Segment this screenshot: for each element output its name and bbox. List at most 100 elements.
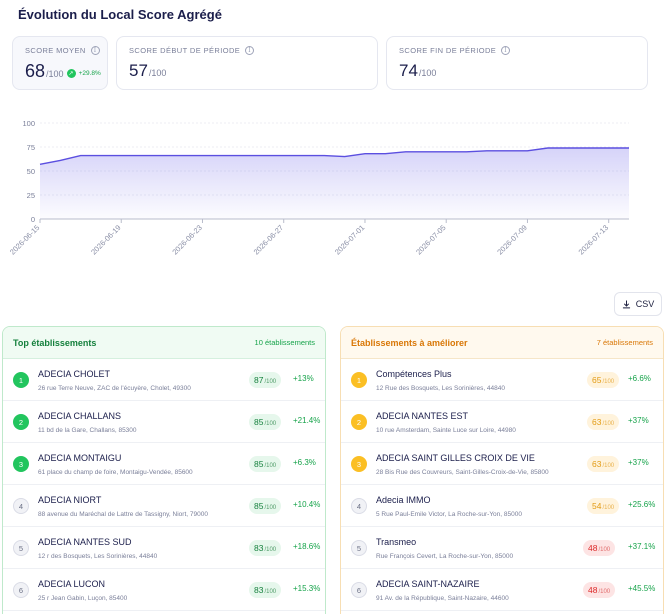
establishment-name: Transmeo <box>376 537 417 547</box>
establishment-row[interactable]: 4 Adecia IMMO 5 Rue Paul-Emile Victor, La … <box>341 485 663 527</box>
score-delta: +10.4% <box>293 500 321 509</box>
chart-line-series <box>39 147 629 165</box>
score-value: 85 <box>254 459 264 469</box>
establishment-row[interactable]: 6 ADECIA SAINT-NAZAIRE 91 Av. de la Républ… <box>341 569 663 611</box>
score-badge: 63/100 <box>587 456 620 472</box>
score-denominator: /100 <box>264 421 277 427</box>
score-delta: +6.6% <box>628 374 651 383</box>
establishment-address: 88 avenue du Maréchal de Lattre de Tassi… <box>38 511 208 518</box>
score-evolution-chart: 0 25 50 75 100 2026-06-15 2026-06-19 2026-06-2… <box>8 119 629 257</box>
y-tick-label: 0 <box>31 215 35 224</box>
info-icon[interactable]: i <box>245 46 255 55</box>
establishment-row[interactable]: 5 Transmeo Rue François Cevert, La Roche-s… <box>341 527 663 569</box>
score-delta: +13% <box>293 374 314 383</box>
x-tick-label: 2026-07-01 <box>333 223 366 256</box>
rank-badge: 1 <box>13 372 29 388</box>
y-tick-label: 75 <box>27 143 35 152</box>
kpi-denominator: /100 <box>46 69 64 79</box>
establishment-row[interactable]: 2 ADECIA CHALLANS 11 bd de la Gare, Challa… <box>3 401 325 443</box>
score-badge: 83/100 <box>249 540 282 556</box>
establishment-name: ADECIA CHALLANS <box>38 411 122 421</box>
y-tick-label: 50 <box>27 167 35 176</box>
score-badge: 54/100 <box>587 498 620 514</box>
chart-y-axis: 0 25 50 75 100 <box>22 119 35 224</box>
establishment-address: 91 Av. de la République, Saint-Nazaire, … <box>376 595 509 602</box>
top-establishments-panel: Top établissements 10 établissements 1 AD… <box>2 326 326 614</box>
rank-badge: 6 <box>351 582 367 598</box>
score-value: 87 <box>254 375 264 385</box>
establishment-address: 26 rue Terre Neuve, ZAC de l'écuyère, Ch… <box>38 385 191 392</box>
score-badge: 48/100 <box>583 582 616 598</box>
score-denominator: /100 <box>264 547 277 553</box>
score-value: 63 <box>592 417 602 427</box>
score-value: 85 <box>254 417 264 427</box>
establishment-address: 28 Bis Rue des Couvreurs, Saint-Gilles-C… <box>376 469 549 476</box>
score-delta: +6.3% <box>293 458 316 467</box>
x-tick-label: 2026-06-15 <box>8 223 41 256</box>
establishment-address: 5 Rue Paul-Emile Victor, La Roche-sur-Yo… <box>376 511 522 518</box>
page-title: Évolution du Local Score Agrégé <box>18 7 222 22</box>
csv-export-button[interactable]: CSV <box>614 292 662 316</box>
kpi-label: SCORE MOYEN <box>25 46 86 55</box>
score-delta: +37% <box>628 458 649 467</box>
score-value: 85 <box>254 501 264 511</box>
score-denominator: /100 <box>264 463 277 469</box>
score-badge: 83/100 <box>249 582 282 598</box>
csv-button-label: CSV <box>635 299 655 309</box>
score-badge: 63/100 <box>587 414 620 430</box>
panel-title: Établissements à améliorer <box>351 337 468 348</box>
establishment-row[interactable]: 2 ADECIA NANTES EST 10 rue Amsterdam, Sain… <box>341 401 663 443</box>
score-delta: +25.6% <box>628 500 656 509</box>
score-delta: +21.4% <box>293 416 321 425</box>
score-badge: 65/100 <box>587 372 620 388</box>
rank-badge: 4 <box>351 498 367 514</box>
kpi-card-start: SCORE DÉBUT DE PÉRIODE i 57 /100 <box>116 36 378 90</box>
establishment-address: Rue François Cevert, La Roche-sur-Yon, 8… <box>376 553 514 560</box>
download-icon <box>622 299 630 308</box>
establishment-row[interactable]: 1 Compétences Plus 12 Rue des Bosquets, Le… <box>341 359 663 401</box>
rank-badge: 3 <box>351 456 367 472</box>
establishment-address: 25 r Jean Gabin, Luçon, 85400 <box>38 595 128 602</box>
kpi-card-end: SCORE FIN DE PÉRIODE i 74 /100 <box>386 36 648 90</box>
score-badge: 85/100 <box>249 498 282 514</box>
panel-title: Top établissements <box>13 337 97 348</box>
rank-badge: 4 <box>13 498 29 514</box>
score-value: 54 <box>592 501 602 511</box>
x-tick-label: 2026-06-23 <box>170 223 203 256</box>
score-value: 65 <box>592 375 602 385</box>
kpi-value: 68 <box>25 61 46 81</box>
establishment-name: ADECIA SAINT GILLES CROIX DE VIE <box>376 453 535 463</box>
x-tick-label: 2026-07-05 <box>414 223 447 256</box>
establishment-name: ADECIA SAINT-NAZAIRE <box>376 579 480 589</box>
info-icon[interactable]: i <box>90 46 100 55</box>
score-delta: +37% <box>628 416 649 425</box>
score-delta: +15.3% <box>293 584 321 593</box>
establishment-row[interactable]: 5 ADECIA NANTES SUD 12 r des Bosquets, Les… <box>3 527 325 569</box>
improve-establishments-panel: Établissements à améliorer 7 établisseme… <box>340 326 664 614</box>
score-delta: +45.5% <box>628 584 656 593</box>
score-denominator: /100 <box>598 589 611 595</box>
establishment-name: ADECIA CHOLET <box>38 369 111 379</box>
info-icon[interactable]: i <box>501 46 511 55</box>
y-tick-label: 100 <box>22 119 35 128</box>
kpi-trend: +29.8% <box>78 70 101 77</box>
y-tick-label: 25 <box>27 191 35 200</box>
establishment-row[interactable]: 3 ADECIA SAINT GILLES CROIX DE VIE 28 Bis … <box>341 443 663 485</box>
kpi-denominator: /100 <box>148 68 167 78</box>
chart-x-axis: 2026-06-15 2026-06-19 2026-06-23 2026-06-27… <box>8 218 629 257</box>
establishment-name: ADECIA NIORT <box>38 495 102 505</box>
rank-badge: 1 <box>351 372 367 388</box>
panel-count: 7 établissements <box>596 338 653 347</box>
x-tick-label: 2026-06-19 <box>89 223 122 256</box>
establishment-row[interactable]: 3 ADECIA MONTAIGU 61 place du champ de foi… <box>3 443 325 485</box>
establishment-row[interactable]: 6 ADECIA LUCON 25 r Jean Gabin, Luçon, 854… <box>3 569 325 611</box>
score-denominator: /100 <box>264 379 277 385</box>
establishment-row[interactable]: 1 ADECIA CHOLET 26 rue Terre Neuve, ZAC de… <box>3 359 325 401</box>
rank-badge: 3 <box>13 456 29 472</box>
score-value: 48 <box>588 585 598 595</box>
x-tick-label: 2026-07-13 <box>577 223 610 256</box>
score-denominator: /100 <box>602 505 615 511</box>
kpi-label: SCORE DÉBUT DE PÉRIODE <box>129 46 241 55</box>
score-value: 63 <box>592 459 602 469</box>
establishment-row[interactable]: 4 ADECIA NIORT 88 avenue du Maréchal de La… <box>3 485 325 527</box>
